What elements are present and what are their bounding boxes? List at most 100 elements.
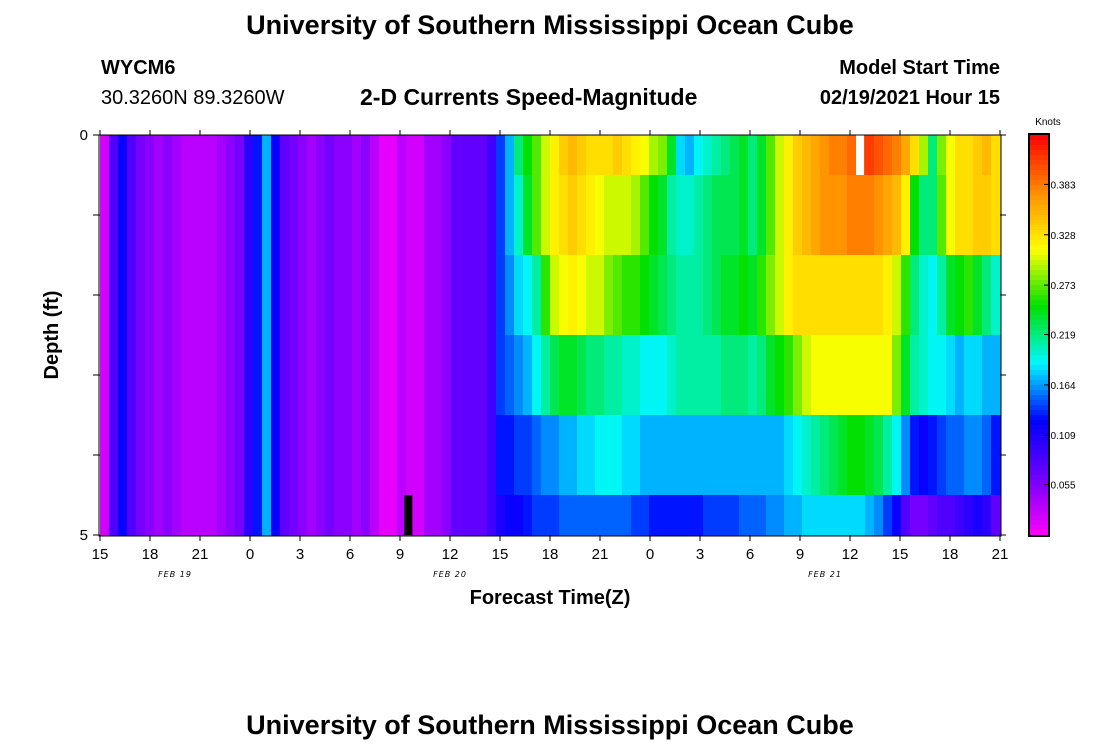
- colorbar-swatch: [1030, 460, 1048, 466]
- heatmap-cell: [244, 175, 254, 256]
- colorbar-swatch: [1030, 430, 1048, 436]
- heatmap-cell: [802, 135, 812, 176]
- heatmap-cell: [397, 175, 407, 256]
- heatmap-cell: [820, 255, 830, 336]
- heatmap-cell: [307, 415, 317, 496]
- heatmap-cell: [667, 135, 677, 176]
- heatmap-cell: [244, 135, 254, 176]
- heatmap-cell: [550, 135, 560, 176]
- heatmap-cell: [199, 335, 209, 416]
- heatmap-cell: [163, 175, 173, 256]
- heatmap-cell: [496, 255, 506, 336]
- heatmap-cell: [181, 495, 191, 536]
- date-label: FEB 20: [433, 570, 467, 579]
- colorbar-swatch: [1030, 530, 1048, 536]
- heatmap-cell: [793, 255, 803, 336]
- heatmap-cell: [433, 175, 443, 256]
- heatmap-cell: [946, 335, 956, 416]
- heatmap-cell: [586, 175, 596, 256]
- heatmap-cell: [190, 135, 200, 176]
- colorbar-swatch: [1030, 490, 1048, 496]
- x-axis-title: Forecast Time(Z): [470, 587, 631, 609]
- heatmap-cell: [793, 175, 803, 256]
- heatmap-cell: [559, 255, 569, 336]
- heatmap-cell: [622, 335, 632, 416]
- heatmap-cell: [784, 335, 794, 416]
- colorbar-swatch: [1030, 440, 1048, 446]
- heatmap-cell: [757, 415, 767, 496]
- heatmap-cell: [262, 495, 272, 536]
- heatmap-cell: [784, 495, 794, 536]
- heatmap-cell: [217, 135, 227, 176]
- heatmap-cell: [973, 255, 983, 336]
- heatmap-cell: [262, 335, 272, 416]
- heatmap-cell: [712, 495, 722, 536]
- heatmap-cell: [451, 135, 461, 176]
- colorbar-swatch: [1030, 175, 1048, 181]
- heatmap-cell: [748, 135, 758, 176]
- heatmap-cell: [451, 495, 461, 536]
- heatmap-cell: [505, 335, 515, 416]
- heatmap-cell: [253, 495, 263, 536]
- heatmap-cell: [649, 495, 659, 536]
- colorbar-swatch: [1030, 335, 1048, 341]
- heatmap-cell: [928, 175, 938, 256]
- heatmap-cell: [406, 335, 416, 416]
- heatmap-cell: [154, 335, 164, 416]
- heatmap-cell: [109, 335, 119, 416]
- heatmap-cell: [127, 135, 137, 176]
- heatmap-cell: [937, 335, 947, 416]
- heatmap-cell: [586, 415, 596, 496]
- heatmap-cell: [784, 175, 794, 256]
- heatmap-cell: [703, 255, 713, 336]
- heatmap-cell: [694, 175, 704, 256]
- heatmap-cell: [280, 135, 290, 176]
- station-coords: 30.3260N 89.3260W: [101, 87, 285, 109]
- heatmap-cell: [217, 175, 227, 256]
- heatmap-cell: [172, 415, 182, 496]
- heatmap-cell: [289, 335, 299, 416]
- heatmap-cell: [208, 175, 218, 256]
- colorbar-swatch: [1030, 265, 1048, 271]
- heatmap-cell: [145, 135, 155, 176]
- colorbar-swatch: [1030, 320, 1048, 326]
- heatmap-cell: [298, 495, 308, 536]
- heatmap-cell: [685, 495, 695, 536]
- colorbar-swatch: [1030, 155, 1048, 161]
- heatmap-cell: [865, 135, 875, 176]
- heatmap-cell: [748, 335, 758, 416]
- colorbar-swatch: [1030, 230, 1048, 236]
- colorbar-swatch: [1030, 350, 1048, 356]
- heatmap-cell: [721, 255, 731, 336]
- heatmap-cell: [181, 255, 191, 336]
- heatmap-cell: [811, 335, 821, 416]
- heatmap-cell: [163, 255, 173, 336]
- heatmap-cell: [154, 175, 164, 256]
- heatmap-cell: [397, 335, 407, 416]
- heatmap-cell: [928, 495, 938, 536]
- model-start-label: Model Start Time: [839, 57, 1000, 79]
- heatmap-cell: [469, 415, 479, 496]
- heatmap-cell: [496, 135, 506, 176]
- colorbar: Knots 0.055 0.109 0.164 0.219 0.273 0.328 0.38…: [1028, 117, 1076, 537]
- heatmap-cell: [865, 175, 875, 256]
- heatmap-cell: [820, 415, 830, 496]
- heatmap-cell: [946, 175, 956, 256]
- heatmap-cell: [199, 495, 209, 536]
- heatmap-cell: [622, 175, 632, 256]
- heatmap-cell: [793, 335, 803, 416]
- heatmap-cell: [631, 135, 641, 176]
- heatmap-cell: [919, 175, 929, 256]
- heatmap-cell: [487, 175, 497, 256]
- no-data-white: [856, 135, 864, 175]
- heatmap-cell: [253, 135, 263, 176]
- heatmap-cell: [784, 255, 794, 336]
- heatmap-cell: [982, 495, 992, 536]
- heatmap-cell: [262, 255, 272, 336]
- heatmap-cell: [820, 135, 830, 176]
- heatmap-cell: [559, 415, 569, 496]
- heatmap-cell: [883, 255, 893, 336]
- heatmap-cell: [847, 175, 857, 256]
- colorbar-swatch: [1030, 385, 1048, 391]
- heatmap-cell: [712, 135, 722, 176]
